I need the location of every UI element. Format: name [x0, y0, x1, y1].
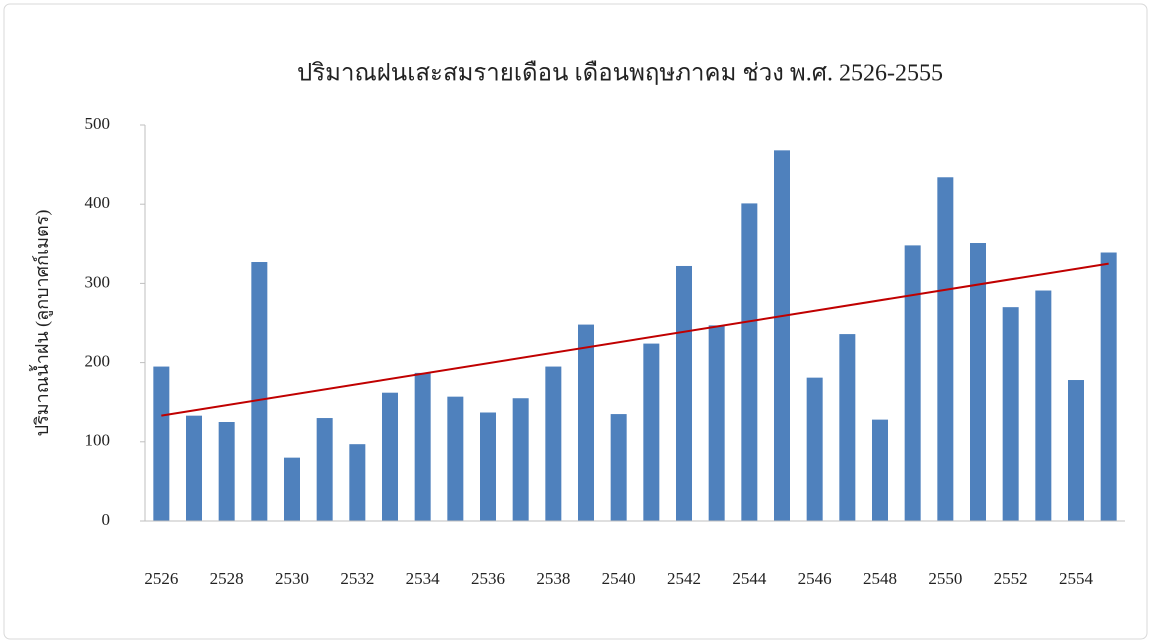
- bar: [1035, 290, 1052, 521]
- bar: [218, 422, 235, 521]
- x-tick-label: 2540: [602, 569, 636, 588]
- chart-title: ปริมาณฝนเสะสมรายเดือน เดือนพฤษภาคม ช่วง …: [297, 60, 943, 87]
- x-tick-label: 2528: [210, 569, 244, 588]
- x-tick-label: 2548: [863, 569, 897, 588]
- bar: [774, 150, 790, 521]
- bar: [1100, 252, 1117, 521]
- x-tick-label: 2536: [471, 569, 505, 588]
- bar: [447, 396, 464, 521]
- x-tick-label: 2530: [275, 569, 309, 588]
- bar: [1002, 307, 1019, 521]
- bar: [676, 265, 692, 521]
- x-tick-label: 2544: [732, 569, 767, 588]
- bar: [251, 262, 268, 521]
- x-tick-label: 2546: [798, 569, 832, 588]
- bar: [316, 418, 333, 521]
- y-tick-label: 100: [85, 431, 111, 450]
- bar: [578, 324, 594, 521]
- bar: [1068, 380, 1084, 521]
- x-tick-label: 2526: [144, 569, 178, 588]
- bar: [610, 414, 627, 521]
- x-tick-label: 2532: [340, 569, 374, 588]
- bar: [970, 243, 986, 521]
- y-tick-label: 200: [85, 352, 111, 371]
- bar: [186, 415, 202, 521]
- bar: [382, 392, 398, 521]
- bar: [937, 177, 954, 521]
- x-tick-label: 2534: [406, 569, 441, 588]
- y-tick-label: 0: [102, 510, 111, 529]
- bar: [349, 444, 366, 521]
- y-tick-label: 300: [85, 272, 111, 291]
- x-tick-label: 2554: [1059, 569, 1094, 588]
- bar: [545, 366, 562, 521]
- bar: [806, 377, 823, 521]
- bar: [480, 412, 496, 521]
- y-tick-label: 400: [85, 193, 111, 212]
- bar: [741, 203, 758, 521]
- x-tick-label: 2538: [536, 569, 570, 588]
- bar: [708, 325, 725, 521]
- bar: [153, 366, 170, 521]
- bar: [512, 398, 529, 521]
- x-tick-label: 2542: [667, 569, 701, 588]
- bar: [284, 457, 300, 521]
- trend-line: [161, 262, 1109, 417]
- x-tick-label: 2552: [994, 569, 1028, 588]
- bar: [643, 343, 660, 521]
- bar: [839, 334, 856, 521]
- y-axis-title: ปริมาณน้ำฝน (ลูกบาศก์เมตร): [29, 210, 53, 437]
- x-tick-label: 2550: [928, 569, 962, 588]
- y-tick-label: 500: [85, 114, 111, 133]
- bar: [904, 245, 921, 521]
- bar: [414, 372, 431, 521]
- bar: [872, 419, 888, 521]
